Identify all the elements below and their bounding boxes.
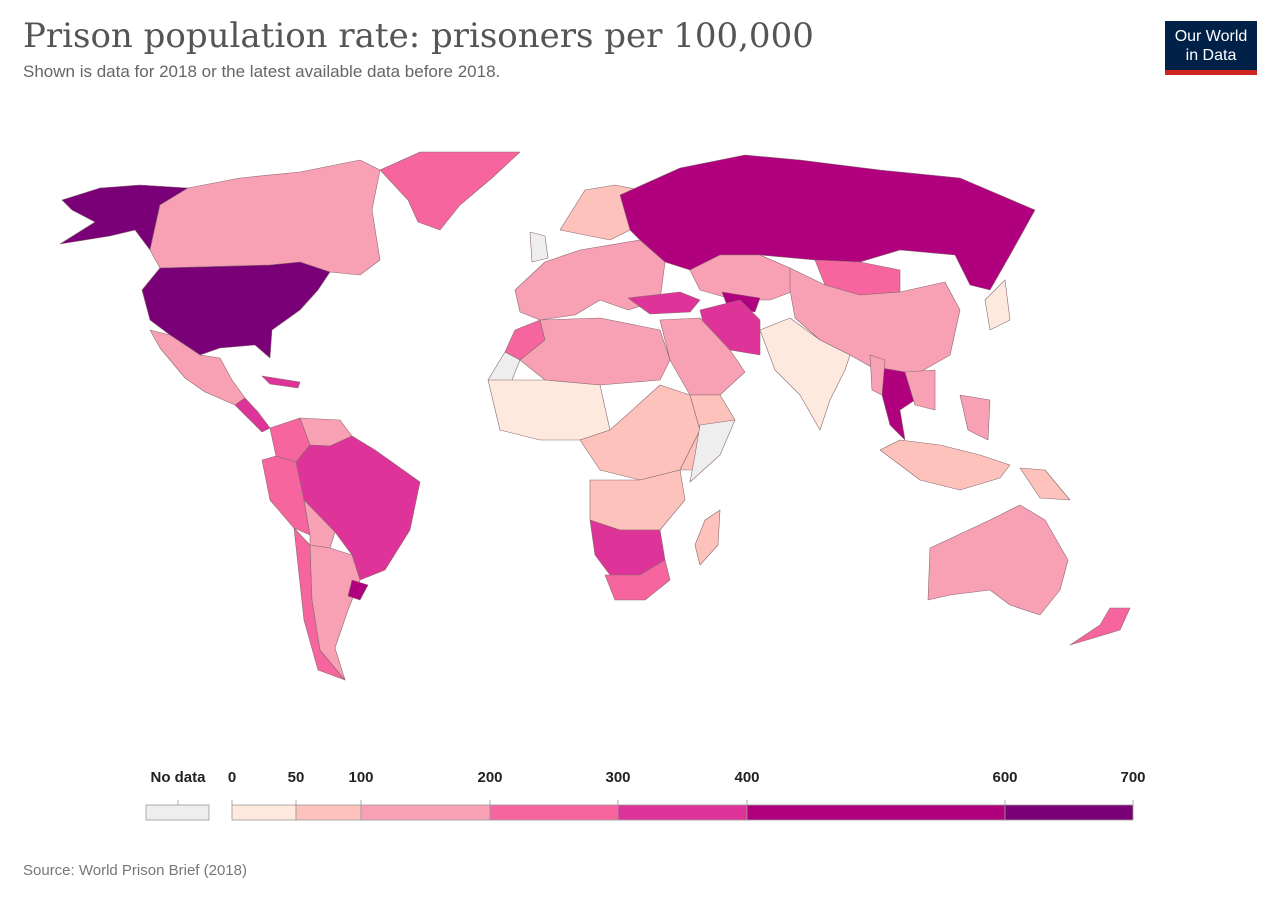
region-arabia[interactable]	[659, 317, 746, 396]
legend-tick-label-6: 600	[992, 769, 1017, 786]
region-russia[interactable]	[619, 154, 1036, 291]
legend-bin-4[interactable]	[617, 804, 748, 821]
region-alaska[interactable]	[59, 184, 189, 251]
region-turkey[interactable]	[627, 291, 701, 315]
legend-tick-label-2: 100	[348, 769, 373, 786]
region-new-zealand[interactable]	[1069, 607, 1131, 646]
region-argentina[interactable]	[309, 544, 361, 681]
legend-color-bins	[231, 804, 1134, 821]
legend-bin-1[interactable]	[295, 804, 362, 821]
region-south-africa[interactable]	[604, 559, 671, 601]
region-no-data-areas[interactable]	[689, 419, 736, 483]
legend-bin-3[interactable]	[489, 804, 619, 821]
legend-tick-labels: 0 50 100 200 300 400 600 700	[228, 769, 1146, 805]
region-southeast-asia[interactable]	[904, 369, 936, 411]
region-australia[interactable]	[927, 504, 1069, 616]
owid-logo[interactable]: Our World in Data	[1165, 21, 1257, 75]
logo-line-2: in Data	[1185, 47, 1237, 64]
region-southeast-asia[interactable]	[869, 354, 886, 396]
region-greenland[interactable]	[379, 151, 521, 231]
region-madagascar[interactable]	[694, 509, 721, 566]
legend: No data 0 50 100 200 300 400 600 700	[145, 769, 1146, 821]
region-no-data-areas[interactable]	[529, 231, 549, 263]
legend-bin-5[interactable]	[746, 804, 1006, 821]
legend-tick-label-1: 50	[288, 769, 305, 786]
logo-line-1: Our World	[1174, 28, 1248, 45]
legend-tick-label-4: 300	[605, 769, 630, 786]
legend-no-data-label: No data	[150, 769, 206, 786]
region-central-america[interactable]	[261, 375, 301, 389]
legend-bin-6[interactable]	[1004, 804, 1134, 821]
region-north-africa[interactable]	[519, 317, 671, 386]
region-uruguay[interactable]	[347, 579, 369, 601]
legend-no-data-swatch	[145, 804, 210, 821]
legend-bin-0[interactable]	[231, 804, 297, 821]
region-united-states[interactable]	[141, 261, 331, 359]
chart-subtitle: Shown is data for 2018 or the latest ava…	[23, 62, 501, 81]
legend-bin-2[interactable]	[360, 804, 491, 821]
chart-source: Source: World Prison Brief (2018)	[23, 862, 247, 879]
region-china[interactable]	[789, 267, 961, 376]
region-west-africa[interactable]	[487, 379, 611, 441]
region-canada[interactable]	[149, 159, 381, 276]
region-india[interactable]	[759, 317, 851, 431]
region-southeast-asia[interactable]	[959, 394, 991, 441]
region-japan[interactable]	[984, 279, 1011, 331]
legend-tick-label-5: 400	[734, 769, 759, 786]
region-papua-new-guinea[interactable]	[1019, 467, 1071, 501]
chart-title: Prison population rate: prisoners per 10…	[23, 16, 814, 56]
region-central-america[interactable]	[234, 397, 271, 433]
region-indonesia[interactable]	[879, 439, 1011, 491]
legend-tick-label-0: 0	[228, 769, 236, 786]
world-map	[59, 151, 1131, 681]
legend-tick-label-3: 200	[477, 769, 502, 786]
legend-tick-label-7: 700	[1120, 769, 1145, 786]
